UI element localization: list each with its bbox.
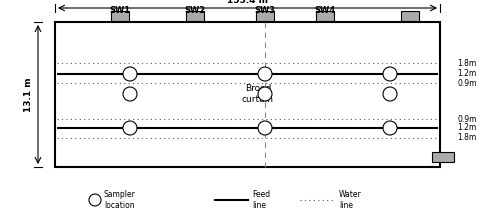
Circle shape — [123, 87, 137, 101]
Text: 155.4 m: 155.4 m — [227, 0, 268, 5]
Bar — [401, 11, 419, 21]
Circle shape — [89, 194, 101, 206]
Circle shape — [383, 87, 397, 101]
Text: SW1: SW1 — [110, 6, 130, 15]
Text: SW4: SW4 — [314, 6, 336, 15]
Circle shape — [258, 121, 272, 135]
Text: 0.9m: 0.9m — [457, 114, 476, 124]
Text: Water
line: Water line — [339, 190, 362, 210]
Bar — [186, 11, 204, 21]
Bar — [256, 11, 274, 21]
Text: SW2: SW2 — [184, 6, 206, 15]
Bar — [316, 11, 334, 21]
Text: 1.8m: 1.8m — [457, 133, 476, 143]
Circle shape — [383, 121, 397, 135]
Text: 1.2m: 1.2m — [457, 69, 476, 78]
Text: SW3: SW3 — [254, 6, 276, 15]
Bar — [432, 152, 454, 162]
Text: 1.8m: 1.8m — [457, 59, 476, 67]
Circle shape — [383, 67, 397, 81]
Circle shape — [123, 67, 137, 81]
Circle shape — [258, 67, 272, 81]
Circle shape — [258, 87, 272, 101]
Bar — [55, 22, 440, 167]
Text: 1.2m: 1.2m — [457, 124, 476, 133]
Text: 0.9m: 0.9m — [457, 78, 476, 88]
Bar — [111, 11, 129, 21]
Text: Feed
line: Feed line — [252, 190, 270, 210]
Text: 13.1 m: 13.1 m — [24, 77, 33, 112]
Text: Brood
curtain: Brood curtain — [242, 84, 274, 104]
Circle shape — [123, 121, 137, 135]
Text: Sampler
location: Sampler location — [104, 190, 136, 210]
